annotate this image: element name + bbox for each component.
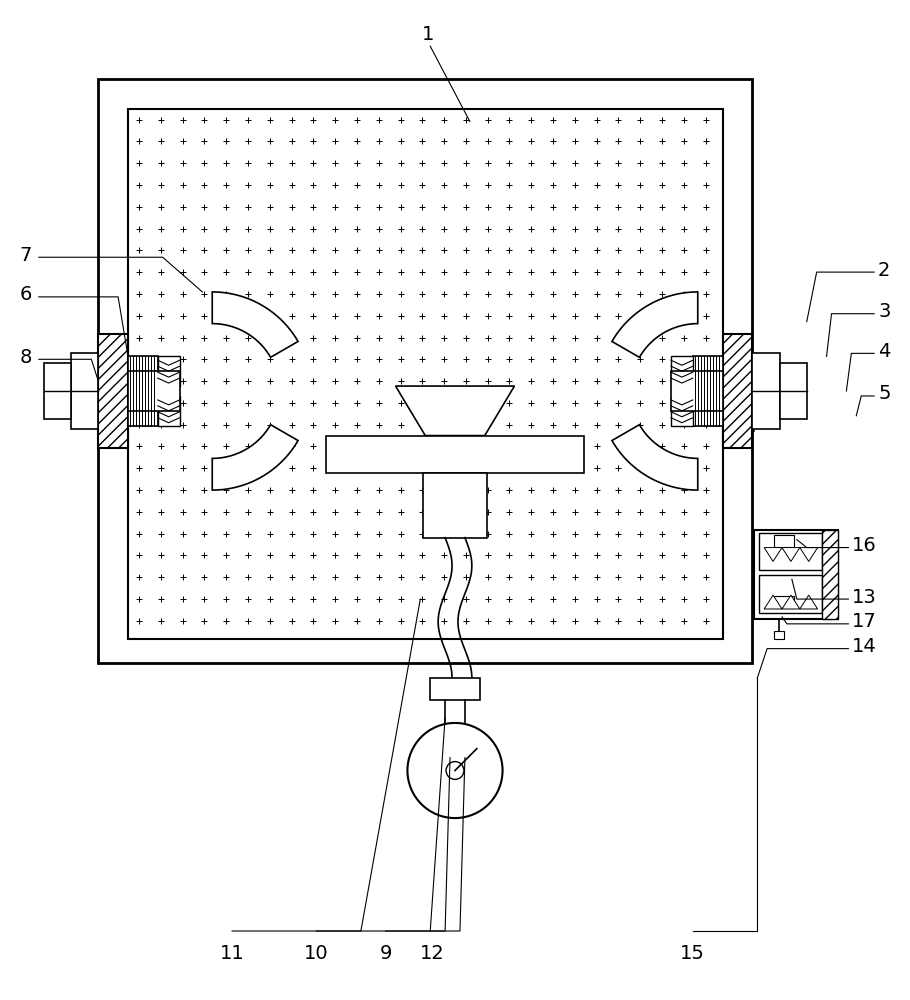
- Text: 14: 14: [853, 637, 877, 656]
- Bar: [157, 356, 179, 386]
- Bar: [71, 353, 98, 429]
- Text: 1: 1: [422, 25, 434, 44]
- Text: 7: 7: [19, 246, 32, 265]
- Bar: [128, 109, 723, 639]
- Bar: [128, 371, 179, 411]
- Bar: [157, 396, 179, 426]
- Text: 16: 16: [853, 536, 877, 555]
- Polygon shape: [396, 386, 514, 436]
- Polygon shape: [612, 425, 698, 490]
- Text: 11: 11: [219, 944, 245, 963]
- Polygon shape: [800, 548, 818, 561]
- Bar: [759, 575, 822, 613]
- Text: 3: 3: [878, 302, 891, 321]
- Text: 8: 8: [19, 348, 32, 367]
- Text: 10: 10: [304, 944, 329, 963]
- Bar: [774, 596, 794, 608]
- Bar: [693, 356, 723, 426]
- Polygon shape: [764, 548, 782, 561]
- Polygon shape: [764, 595, 782, 609]
- Text: 4: 4: [878, 342, 891, 361]
- Text: 5: 5: [878, 384, 891, 403]
- Bar: [822, 530, 838, 619]
- Text: 9: 9: [379, 944, 392, 963]
- Polygon shape: [782, 548, 800, 561]
- Bar: [671, 396, 693, 426]
- Text: 12: 12: [420, 944, 445, 963]
- Bar: [128, 356, 157, 426]
- Bar: [98, 334, 128, 448]
- Bar: [430, 678, 480, 700]
- Text: 15: 15: [681, 944, 705, 963]
- Text: 13: 13: [853, 588, 877, 607]
- Bar: [780, 363, 807, 419]
- Bar: [759, 533, 822, 570]
- Polygon shape: [800, 595, 818, 609]
- Polygon shape: [612, 292, 698, 357]
- Bar: [774, 535, 794, 547]
- Bar: [774, 631, 784, 639]
- Bar: [423, 473, 487, 538]
- Bar: [44, 363, 71, 419]
- Text: 6: 6: [19, 285, 32, 304]
- Text: 17: 17: [853, 612, 877, 631]
- Bar: [723, 334, 753, 448]
- Bar: [671, 371, 723, 411]
- Polygon shape: [212, 425, 298, 490]
- Text: 2: 2: [878, 261, 891, 280]
- Bar: [671, 356, 693, 386]
- Polygon shape: [782, 595, 800, 609]
- Bar: [326, 436, 584, 473]
- Bar: [753, 353, 780, 429]
- Polygon shape: [212, 292, 298, 357]
- Bar: [754, 530, 838, 619]
- Bar: [98, 79, 753, 663]
